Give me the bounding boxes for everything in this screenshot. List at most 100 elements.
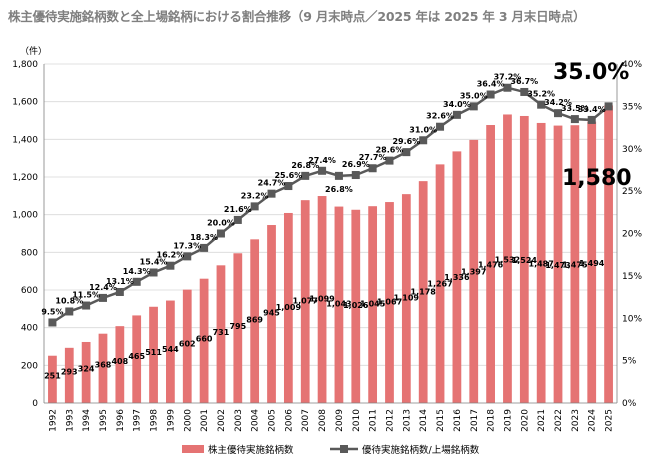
ratio-marker xyxy=(267,189,276,198)
ratio-value-label: 26.8% xyxy=(291,161,319,170)
x-tick-label: 2019 xyxy=(503,409,513,432)
x-tick-label: 2024 xyxy=(588,409,598,432)
y-left-tick-label: 1,800 xyxy=(12,60,38,70)
ratio-marker xyxy=(65,307,74,316)
bar-value-label: 1,397 xyxy=(461,268,486,277)
x-tick-label: 1995 xyxy=(99,409,109,432)
y-right-tick-label: 25% xyxy=(622,187,642,197)
bar xyxy=(233,253,243,403)
y-left-unit-label: （件） xyxy=(20,45,47,57)
ratio-value-label: 10.8% xyxy=(55,296,83,305)
ratio-value-label: 14.3% xyxy=(123,267,151,276)
bar xyxy=(216,265,226,403)
ratio-marker xyxy=(570,115,579,124)
x-tick-label: 1993 xyxy=(65,409,75,432)
ratio-value-label: 26.9% xyxy=(342,160,370,169)
bar-value-label: 1,476 xyxy=(478,261,504,270)
ratio-marker xyxy=(368,164,377,173)
ratio-value-label: 35.0% xyxy=(460,91,488,100)
y-left-tick-label: 1,600 xyxy=(12,98,38,108)
bar-value-label: 1,267 xyxy=(427,279,452,288)
ratio-value-label: 15.4% xyxy=(140,257,168,266)
bar-value-label: 1,045 xyxy=(360,300,386,309)
y-right-tick-label: 0% xyxy=(622,399,637,409)
legend-swatch-bars xyxy=(182,445,204,453)
bar xyxy=(536,122,546,403)
x-tick-label: 2013 xyxy=(402,409,412,432)
y-left-tick-label: 200 xyxy=(21,361,38,371)
ratio-marker xyxy=(486,90,495,99)
bar-value-label: 795 xyxy=(229,322,246,331)
ratio-value-label: 11.5% xyxy=(72,291,100,300)
legend-label-bars: 株主優待実施銘柄数 xyxy=(208,444,294,456)
x-tick-label: 2000 xyxy=(183,409,193,432)
ratio-marker xyxy=(250,202,259,211)
ratio-marker xyxy=(318,166,327,175)
ratio-marker xyxy=(554,109,563,118)
x-tick-label: 2005 xyxy=(268,409,278,432)
ratio-marker xyxy=(587,115,596,124)
x-tick-label: 2012 xyxy=(385,409,395,432)
ratio-marker xyxy=(301,171,310,180)
x-tick-label: 2025 xyxy=(605,409,615,432)
bar-value-label: 1,099 xyxy=(309,295,335,304)
ratio-value-label: 18.3% xyxy=(190,233,218,242)
bar-value-label: 869 xyxy=(246,315,263,324)
ratio-value-label: 25.6% xyxy=(274,171,302,180)
bars-group xyxy=(48,105,613,404)
ratio-value-label: 27.7% xyxy=(359,153,387,162)
bar xyxy=(199,278,209,403)
ratio-value-label: 28.6% xyxy=(376,146,404,155)
bar-value-label: 1,026 xyxy=(343,301,369,310)
bar-value-label: 1,487 xyxy=(529,260,554,269)
bar-value-label: 731 xyxy=(213,328,230,337)
bar-value-label: 1,532 xyxy=(495,256,520,265)
x-tick-label: 2023 xyxy=(571,409,581,432)
ratio-value-label: 21.6% xyxy=(224,205,252,214)
bar xyxy=(317,196,327,403)
bar xyxy=(503,114,512,404)
ratio-marker xyxy=(469,102,478,111)
ratio-marker xyxy=(82,301,91,310)
ratio-value-label: 36.7% xyxy=(510,77,538,86)
ratio-line xyxy=(51,86,610,324)
ratio-marker xyxy=(284,182,293,191)
y-left-tick-label: 400 xyxy=(21,324,38,334)
bar-value-label: 1,475 xyxy=(562,261,588,270)
ratio-marker xyxy=(402,148,411,157)
bar-value-label: 1,067 xyxy=(377,298,402,307)
bar-value-label: 945 xyxy=(263,309,280,318)
line-group xyxy=(48,83,613,327)
y-right-tick-label: 20% xyxy=(622,230,642,240)
bar-value-label: 465 xyxy=(128,352,145,361)
ratio-marker xyxy=(132,277,141,286)
chart-title: 株主優待実施銘柄数と全上場銘柄における割合推移（9 月末時点／2025 年は 2… xyxy=(8,9,586,24)
ratio-value-label: 34.0% xyxy=(443,100,471,109)
x-tick-label: 2010 xyxy=(352,409,362,432)
x-tick-label: 2008 xyxy=(318,409,328,432)
bar xyxy=(368,206,378,403)
legend-label-line: 優待実施銘柄数/上場銘柄数 xyxy=(362,444,480,456)
bar xyxy=(385,202,394,403)
ratio-marker xyxy=(334,171,343,180)
bar-value-label: 1,524 xyxy=(512,256,538,265)
bar xyxy=(435,164,445,403)
ratio-marker xyxy=(98,293,107,302)
legend-swatch-marker xyxy=(340,445,348,453)
x-tick-label: 2004 xyxy=(251,409,261,432)
bar xyxy=(351,209,361,403)
bar xyxy=(250,239,260,403)
x-tick-label: 2011 xyxy=(369,409,379,432)
x-tick-label: 2021 xyxy=(537,409,547,432)
ratio-value-label: 16.2% xyxy=(157,251,185,260)
bar-value-label: 544 xyxy=(162,345,179,354)
bar xyxy=(81,341,91,403)
ratio-value-label: 32.6% xyxy=(426,112,454,121)
bar xyxy=(452,151,462,403)
bar-value-label: 1,109 xyxy=(394,294,420,303)
ratio-value-label: 17.3% xyxy=(173,241,201,250)
ratio-value-label: 33.5% xyxy=(561,104,589,113)
x-tick-label: 2018 xyxy=(487,409,497,432)
